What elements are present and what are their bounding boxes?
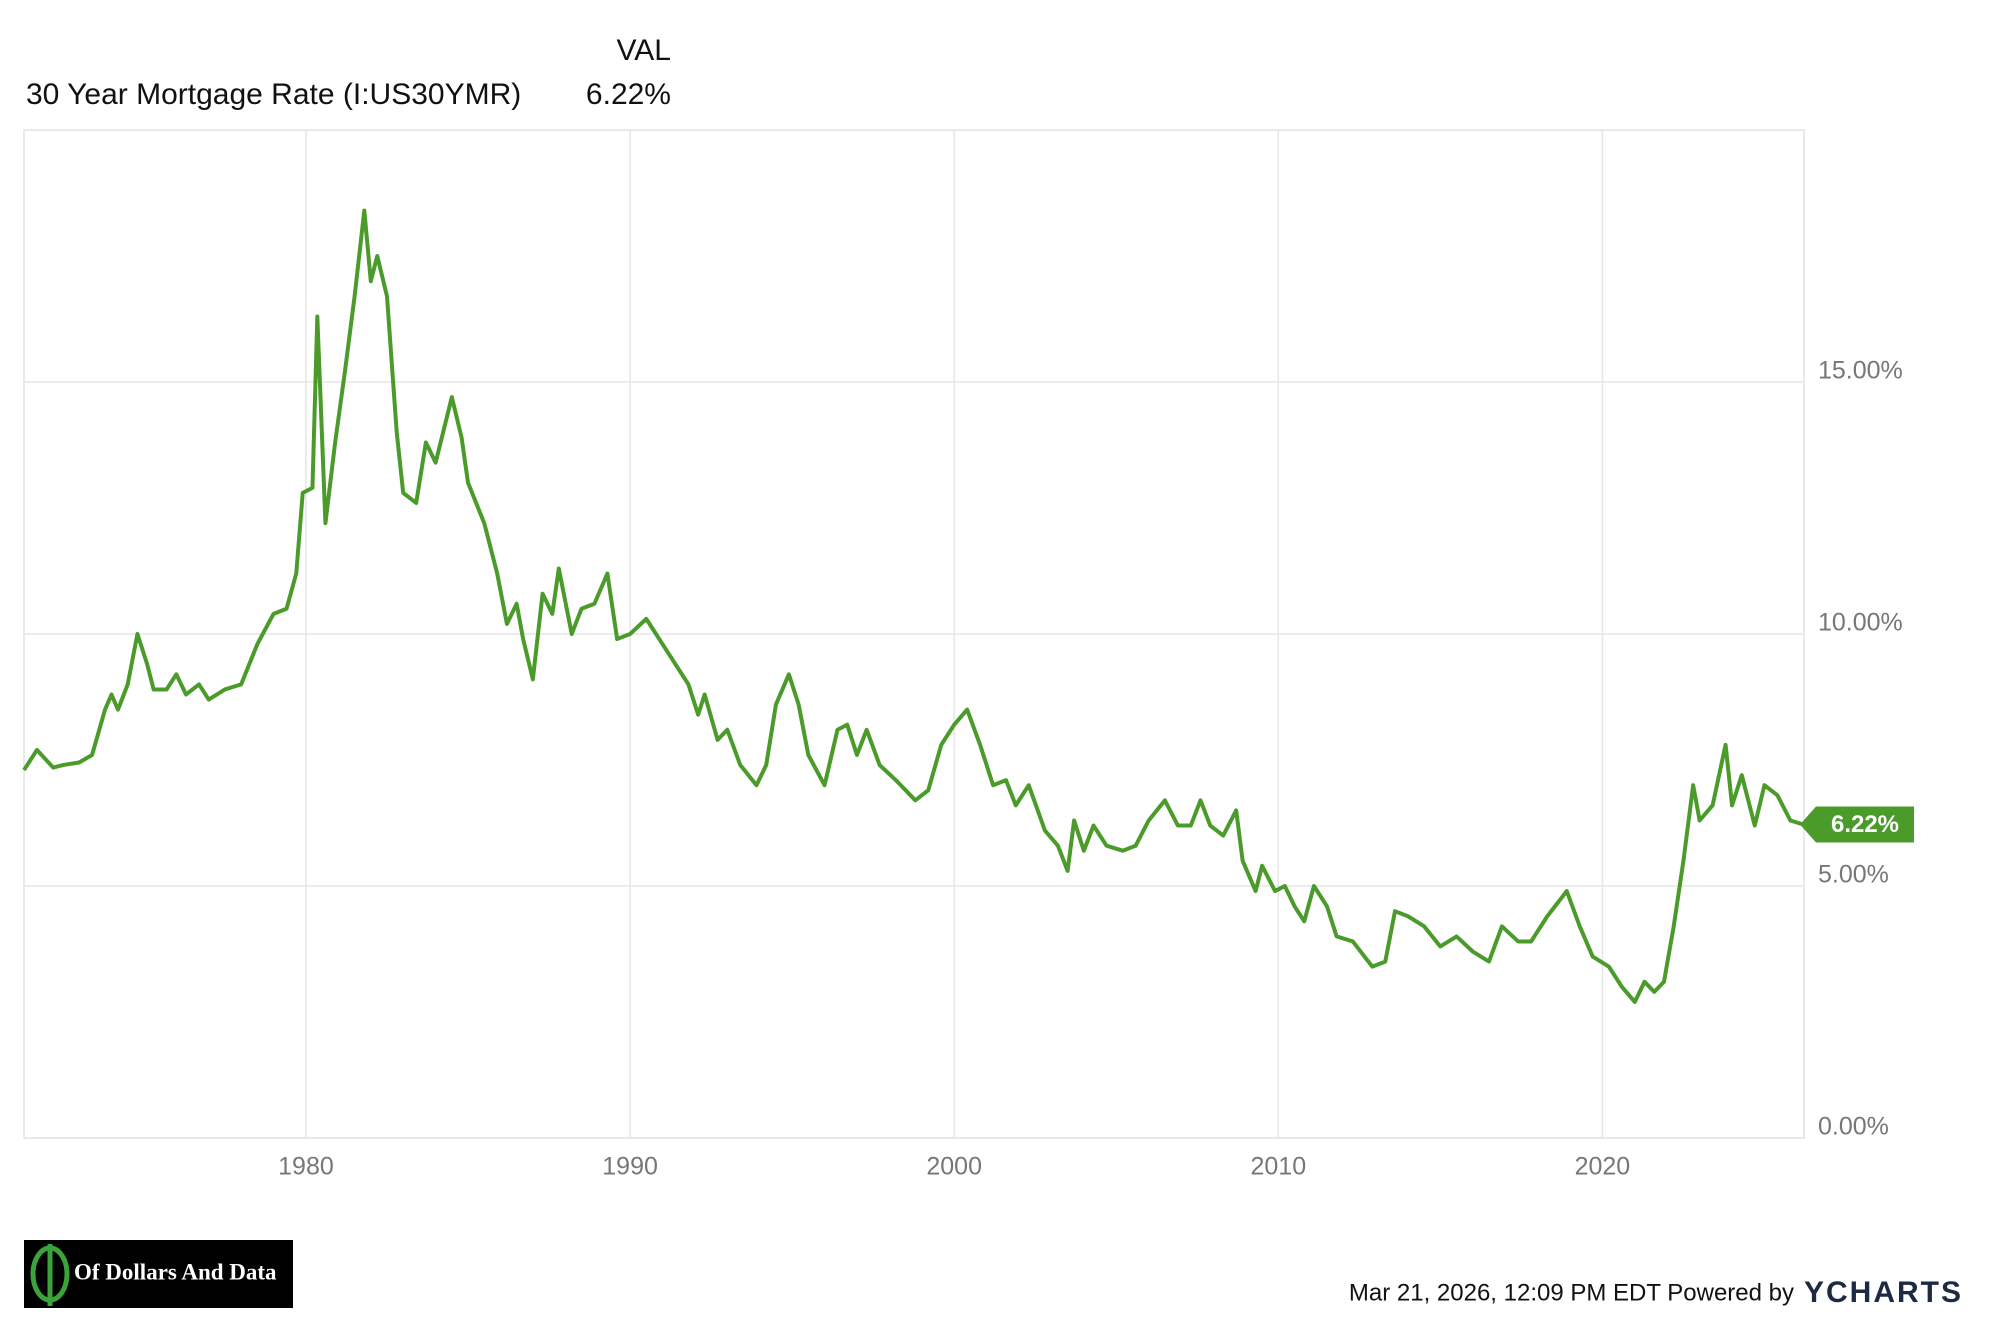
y-tick-label: 10.00%: [1818, 609, 1903, 637]
plot: 6.22%: [22, 208, 1914, 1004]
series-line: [22, 208, 1804, 1004]
x-tick-label: 1990: [602, 1153, 658, 1181]
grid: 0.00% 5.00% 10.00% 15.00% 1980 1990 2000 2010 20…: [24, 130, 1903, 1181]
y-tick-label: 0.00%: [1818, 1113, 1889, 1141]
x-tick-label: 2000: [926, 1153, 982, 1181]
y-tick-label: 15.00%: [1818, 357, 1903, 385]
y-tick-label: 5.00%: [1818, 861, 1889, 889]
brand[interactable]: YCHARTS: [1804, 1276, 1963, 1309]
header: VAL: [617, 34, 671, 67]
current-value: 6.22%: [586, 78, 671, 111]
timestamp: Mar 21, 2026, 12:09 PM EDT Powered by: [1349, 1279, 1794, 1306]
current-value-tag: [1800, 806, 1914, 843]
x-tick-label: 2010: [1250, 1153, 1306, 1181]
logo-text: Of Dollars And Data: [74, 1259, 277, 1284]
x-tick-label: 1980: [278, 1153, 334, 1181]
current-value-tag-label: 6.22%: [1831, 811, 1899, 838]
x-tick-label: 2020: [1575, 1153, 1631, 1181]
series-name: 30 Year Mortgage Rate (I:US30YMR): [26, 78, 521, 111]
